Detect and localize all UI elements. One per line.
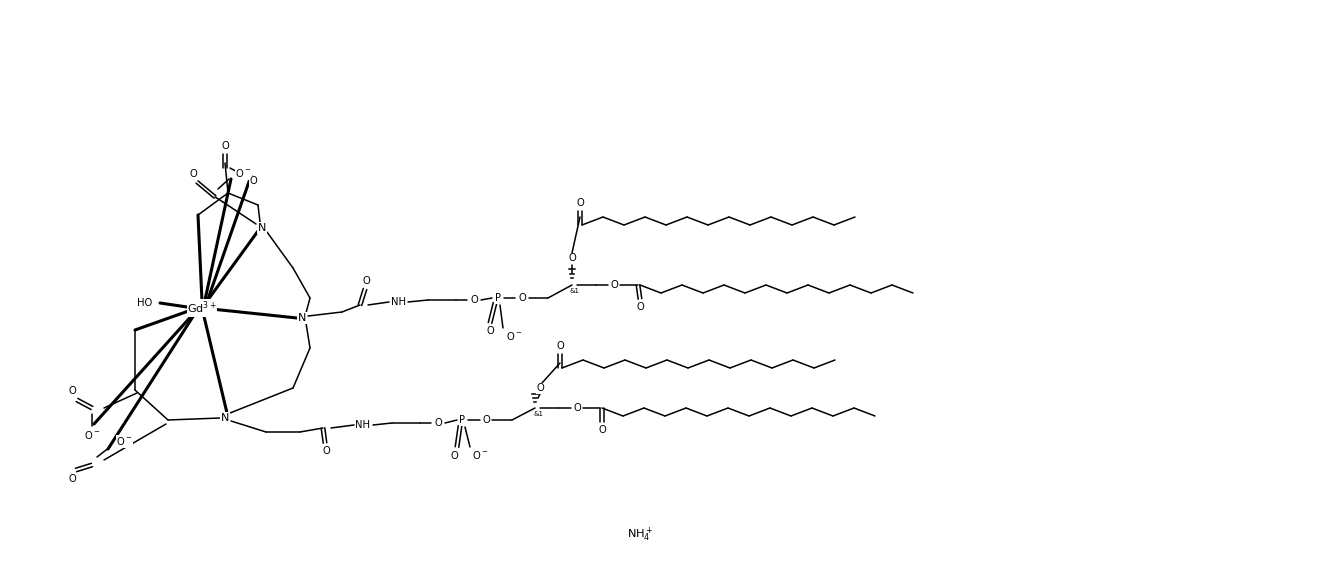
Text: O: O: [537, 383, 543, 393]
Text: N: N: [297, 313, 307, 323]
Text: O: O: [323, 446, 330, 456]
Text: O: O: [486, 326, 494, 336]
Text: O: O: [598, 425, 605, 435]
Text: O$^-$: O$^-$: [83, 429, 100, 441]
Text: P: P: [494, 293, 501, 303]
Text: O: O: [449, 451, 457, 461]
Text: O: O: [249, 176, 256, 186]
Text: O$^-$: O$^-$: [506, 330, 522, 342]
Text: N: N: [221, 413, 229, 423]
Text: O: O: [611, 280, 617, 290]
Text: &1: &1: [570, 288, 580, 294]
Text: O: O: [576, 198, 584, 208]
Text: O$^-$: O$^-$: [235, 167, 251, 179]
Text: O: O: [69, 386, 75, 396]
Text: O: O: [636, 302, 644, 312]
Text: HO: HO: [137, 298, 152, 308]
Text: O: O: [362, 276, 370, 286]
Text: NH$_4^+$: NH$_4^+$: [627, 526, 653, 544]
Text: O: O: [471, 295, 477, 305]
Text: O: O: [574, 403, 580, 413]
Text: O$^-$: O$^-$: [116, 435, 132, 447]
Text: N: N: [258, 223, 266, 233]
Text: O: O: [557, 341, 564, 351]
Text: O: O: [221, 141, 229, 151]
Text: O: O: [483, 415, 490, 425]
Text: NH: NH: [356, 420, 370, 430]
Text: Gd$^{3+}$: Gd$^{3+}$: [188, 300, 217, 317]
Text: O: O: [434, 418, 442, 428]
Text: &1: &1: [533, 411, 543, 417]
Text: NH: NH: [390, 297, 406, 307]
Text: O: O: [568, 253, 576, 263]
Text: O$^-$: O$^-$: [472, 449, 488, 461]
Text: O: O: [189, 169, 197, 179]
Text: O: O: [69, 474, 75, 484]
Text: O: O: [518, 293, 526, 303]
Text: P: P: [459, 415, 465, 425]
